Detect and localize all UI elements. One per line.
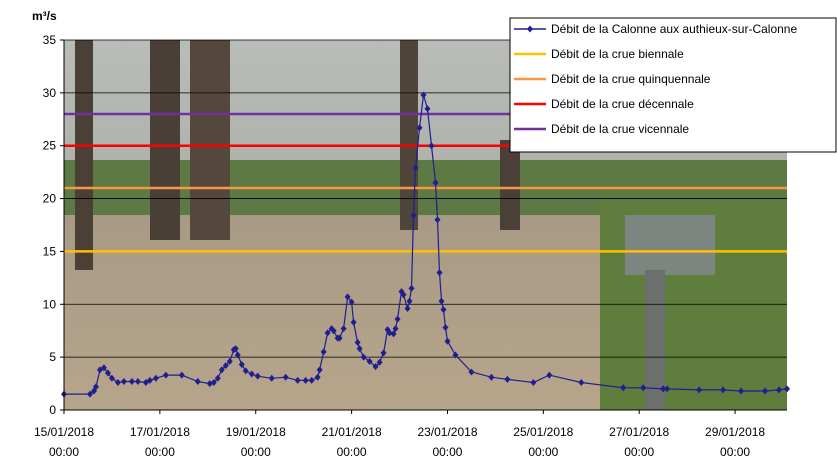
legend-label: Débit de la crue biennale xyxy=(551,47,684,61)
y-axis-label: m³/s xyxy=(32,9,57,23)
y-tick-label: 30 xyxy=(43,86,57,100)
y-tick-label: 10 xyxy=(43,297,57,311)
y-tick-label: 20 xyxy=(43,192,57,206)
y-tick-label: 5 xyxy=(49,350,56,364)
legend-label: Débit de la Calonne aux authieux-sur-Cal… xyxy=(551,22,797,36)
y-tick-label: 0 xyxy=(49,403,56,417)
legend-label: Débit de la crue décennale xyxy=(551,97,694,111)
x-tick-label: 29/01/201800:00 xyxy=(705,425,765,459)
y-tick-label: 25 xyxy=(43,139,57,153)
y-tick-label: 35 xyxy=(43,33,57,47)
chart: m³/s 0 5 10 15 20 25 30 35 15/01/201800:00 17/01/… xyxy=(0,0,837,474)
legend-label: Débit de la crue quinquennale xyxy=(551,72,711,86)
legend-label: Débit de la crue vicennale xyxy=(551,122,689,136)
y-tick-label: 15 xyxy=(43,244,57,258)
